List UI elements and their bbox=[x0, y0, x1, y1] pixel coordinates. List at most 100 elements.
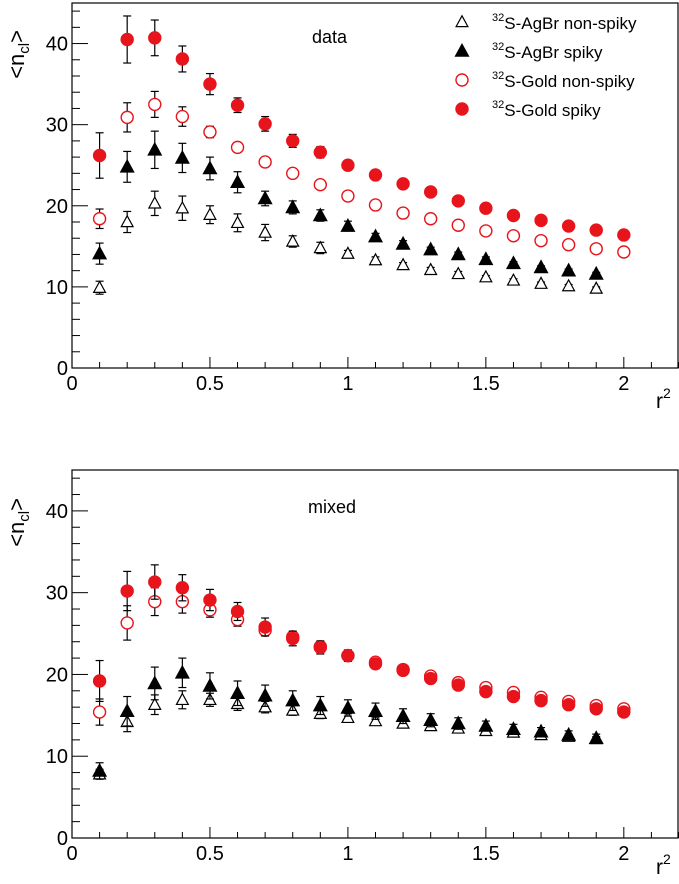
mixed-panel-y-tick-label: 0 bbox=[57, 828, 68, 850]
data-point bbox=[450, 246, 466, 261]
data-point bbox=[589, 242, 603, 256]
data-point bbox=[313, 177, 328, 192]
data-point bbox=[202, 160, 218, 175]
data-point bbox=[396, 177, 410, 191]
data-panel-y-axis-label: <ncl> bbox=[4, 30, 33, 79]
data-panel-y-tick-label: 0 bbox=[57, 358, 68, 380]
y-axis-label-close: > bbox=[4, 498, 29, 511]
data-point bbox=[258, 620, 272, 634]
data-point bbox=[589, 223, 603, 237]
data-point bbox=[341, 158, 355, 172]
data-point bbox=[230, 215, 245, 229]
data-point bbox=[147, 195, 162, 209]
legend-entry-name: S-AgBr spiky bbox=[504, 43, 603, 62]
mixed-panel-x-tick-label: 0.5 bbox=[196, 843, 224, 865]
x-axis-label-base: r bbox=[656, 856, 663, 879]
mixed-panel-x-axis-label: r2 bbox=[656, 851, 671, 879]
legend-entry-name: S-AgBr non-spiky bbox=[504, 14, 637, 33]
data-point bbox=[395, 708, 411, 722]
mixed-panel-x-tick-label: 0 bbox=[66, 843, 77, 865]
data-point bbox=[147, 141, 163, 156]
data-point bbox=[92, 705, 107, 719]
data-panel-x-tick-label: 0.5 bbox=[196, 373, 224, 395]
data-point bbox=[174, 149, 190, 164]
data-point bbox=[175, 200, 190, 214]
data-point bbox=[312, 207, 328, 222]
legend-entry-prefix: 32 bbox=[492, 70, 504, 82]
data-point bbox=[589, 702, 603, 716]
legend-entry: 32S-AgBr non-spiky bbox=[492, 12, 637, 33]
data-point bbox=[450, 715, 466, 730]
data-panel-y-tick-label: 20 bbox=[46, 196, 68, 218]
data-point bbox=[230, 604, 245, 619]
data-point bbox=[505, 721, 521, 736]
data-panel-series-0 bbox=[92, 190, 604, 295]
legend-entry-name: S-Gold spiky bbox=[504, 101, 601, 120]
data-point bbox=[423, 712, 439, 727]
data-point bbox=[203, 77, 217, 91]
data-point bbox=[120, 110, 134, 125]
legend-marker bbox=[455, 73, 469, 87]
data-point bbox=[478, 251, 494, 266]
legend-marker bbox=[455, 102, 469, 116]
data-point bbox=[340, 699, 356, 714]
data-point bbox=[257, 190, 273, 205]
data-point bbox=[341, 246, 355, 259]
data-point bbox=[561, 238, 576, 252]
y-axis-label-subscript: cl bbox=[16, 511, 33, 522]
mixed-panel-series-2 bbox=[92, 587, 631, 726]
data-panel-x-tick-label: 1 bbox=[342, 373, 353, 395]
data-point bbox=[258, 117, 272, 131]
data-point bbox=[395, 235, 411, 250]
data-point bbox=[479, 684, 493, 699]
data-point bbox=[451, 678, 465, 692]
data-point bbox=[340, 218, 356, 232]
data-point bbox=[561, 726, 577, 741]
data-point bbox=[230, 685, 246, 700]
data-point bbox=[92, 212, 107, 226]
data-point bbox=[506, 272, 521, 286]
data-point bbox=[147, 697, 162, 710]
mixed-panel-x-tick-label: 2 bbox=[618, 843, 629, 865]
data-point bbox=[285, 692, 301, 707]
legend-entry-name: S-Gold non-spiky bbox=[504, 72, 635, 91]
y-axis-label-base: <n bbox=[4, 54, 29, 79]
data-point bbox=[341, 189, 355, 203]
data-panel-y-tick-label: 30 bbox=[46, 115, 68, 137]
data-point bbox=[285, 199, 301, 214]
data-point bbox=[313, 640, 328, 655]
data-point bbox=[451, 194, 465, 208]
legend-marker bbox=[454, 42, 470, 57]
data-point bbox=[423, 241, 439, 256]
data-point bbox=[120, 214, 135, 228]
data-point bbox=[368, 168, 383, 182]
data-point bbox=[617, 245, 631, 259]
data-point bbox=[341, 648, 355, 663]
data-panel-y-tick-label: 40 bbox=[46, 34, 68, 56]
data-point bbox=[533, 723, 549, 738]
legend-entry-prefix: 32 bbox=[492, 12, 504, 24]
data-point bbox=[534, 276, 548, 289]
data-point bbox=[451, 218, 465, 232]
y-axis-label-subscript: cl bbox=[16, 43, 33, 54]
data-panel-x-axis-label: r2 bbox=[656, 385, 671, 413]
data-point bbox=[120, 32, 134, 47]
data-point bbox=[423, 262, 438, 276]
data-point bbox=[588, 265, 604, 280]
data-point bbox=[534, 233, 548, 248]
mixed-panel-y-tick-label: 10 bbox=[46, 746, 68, 768]
data-point bbox=[368, 252, 383, 266]
data-point bbox=[589, 281, 604, 294]
data-point bbox=[313, 145, 328, 159]
data-point bbox=[92, 674, 107, 688]
data-point bbox=[506, 208, 521, 223]
data-point bbox=[175, 52, 190, 66]
data-point bbox=[396, 663, 410, 678]
data-point bbox=[561, 219, 576, 233]
data-point bbox=[202, 677, 218, 692]
data-point bbox=[203, 593, 217, 607]
